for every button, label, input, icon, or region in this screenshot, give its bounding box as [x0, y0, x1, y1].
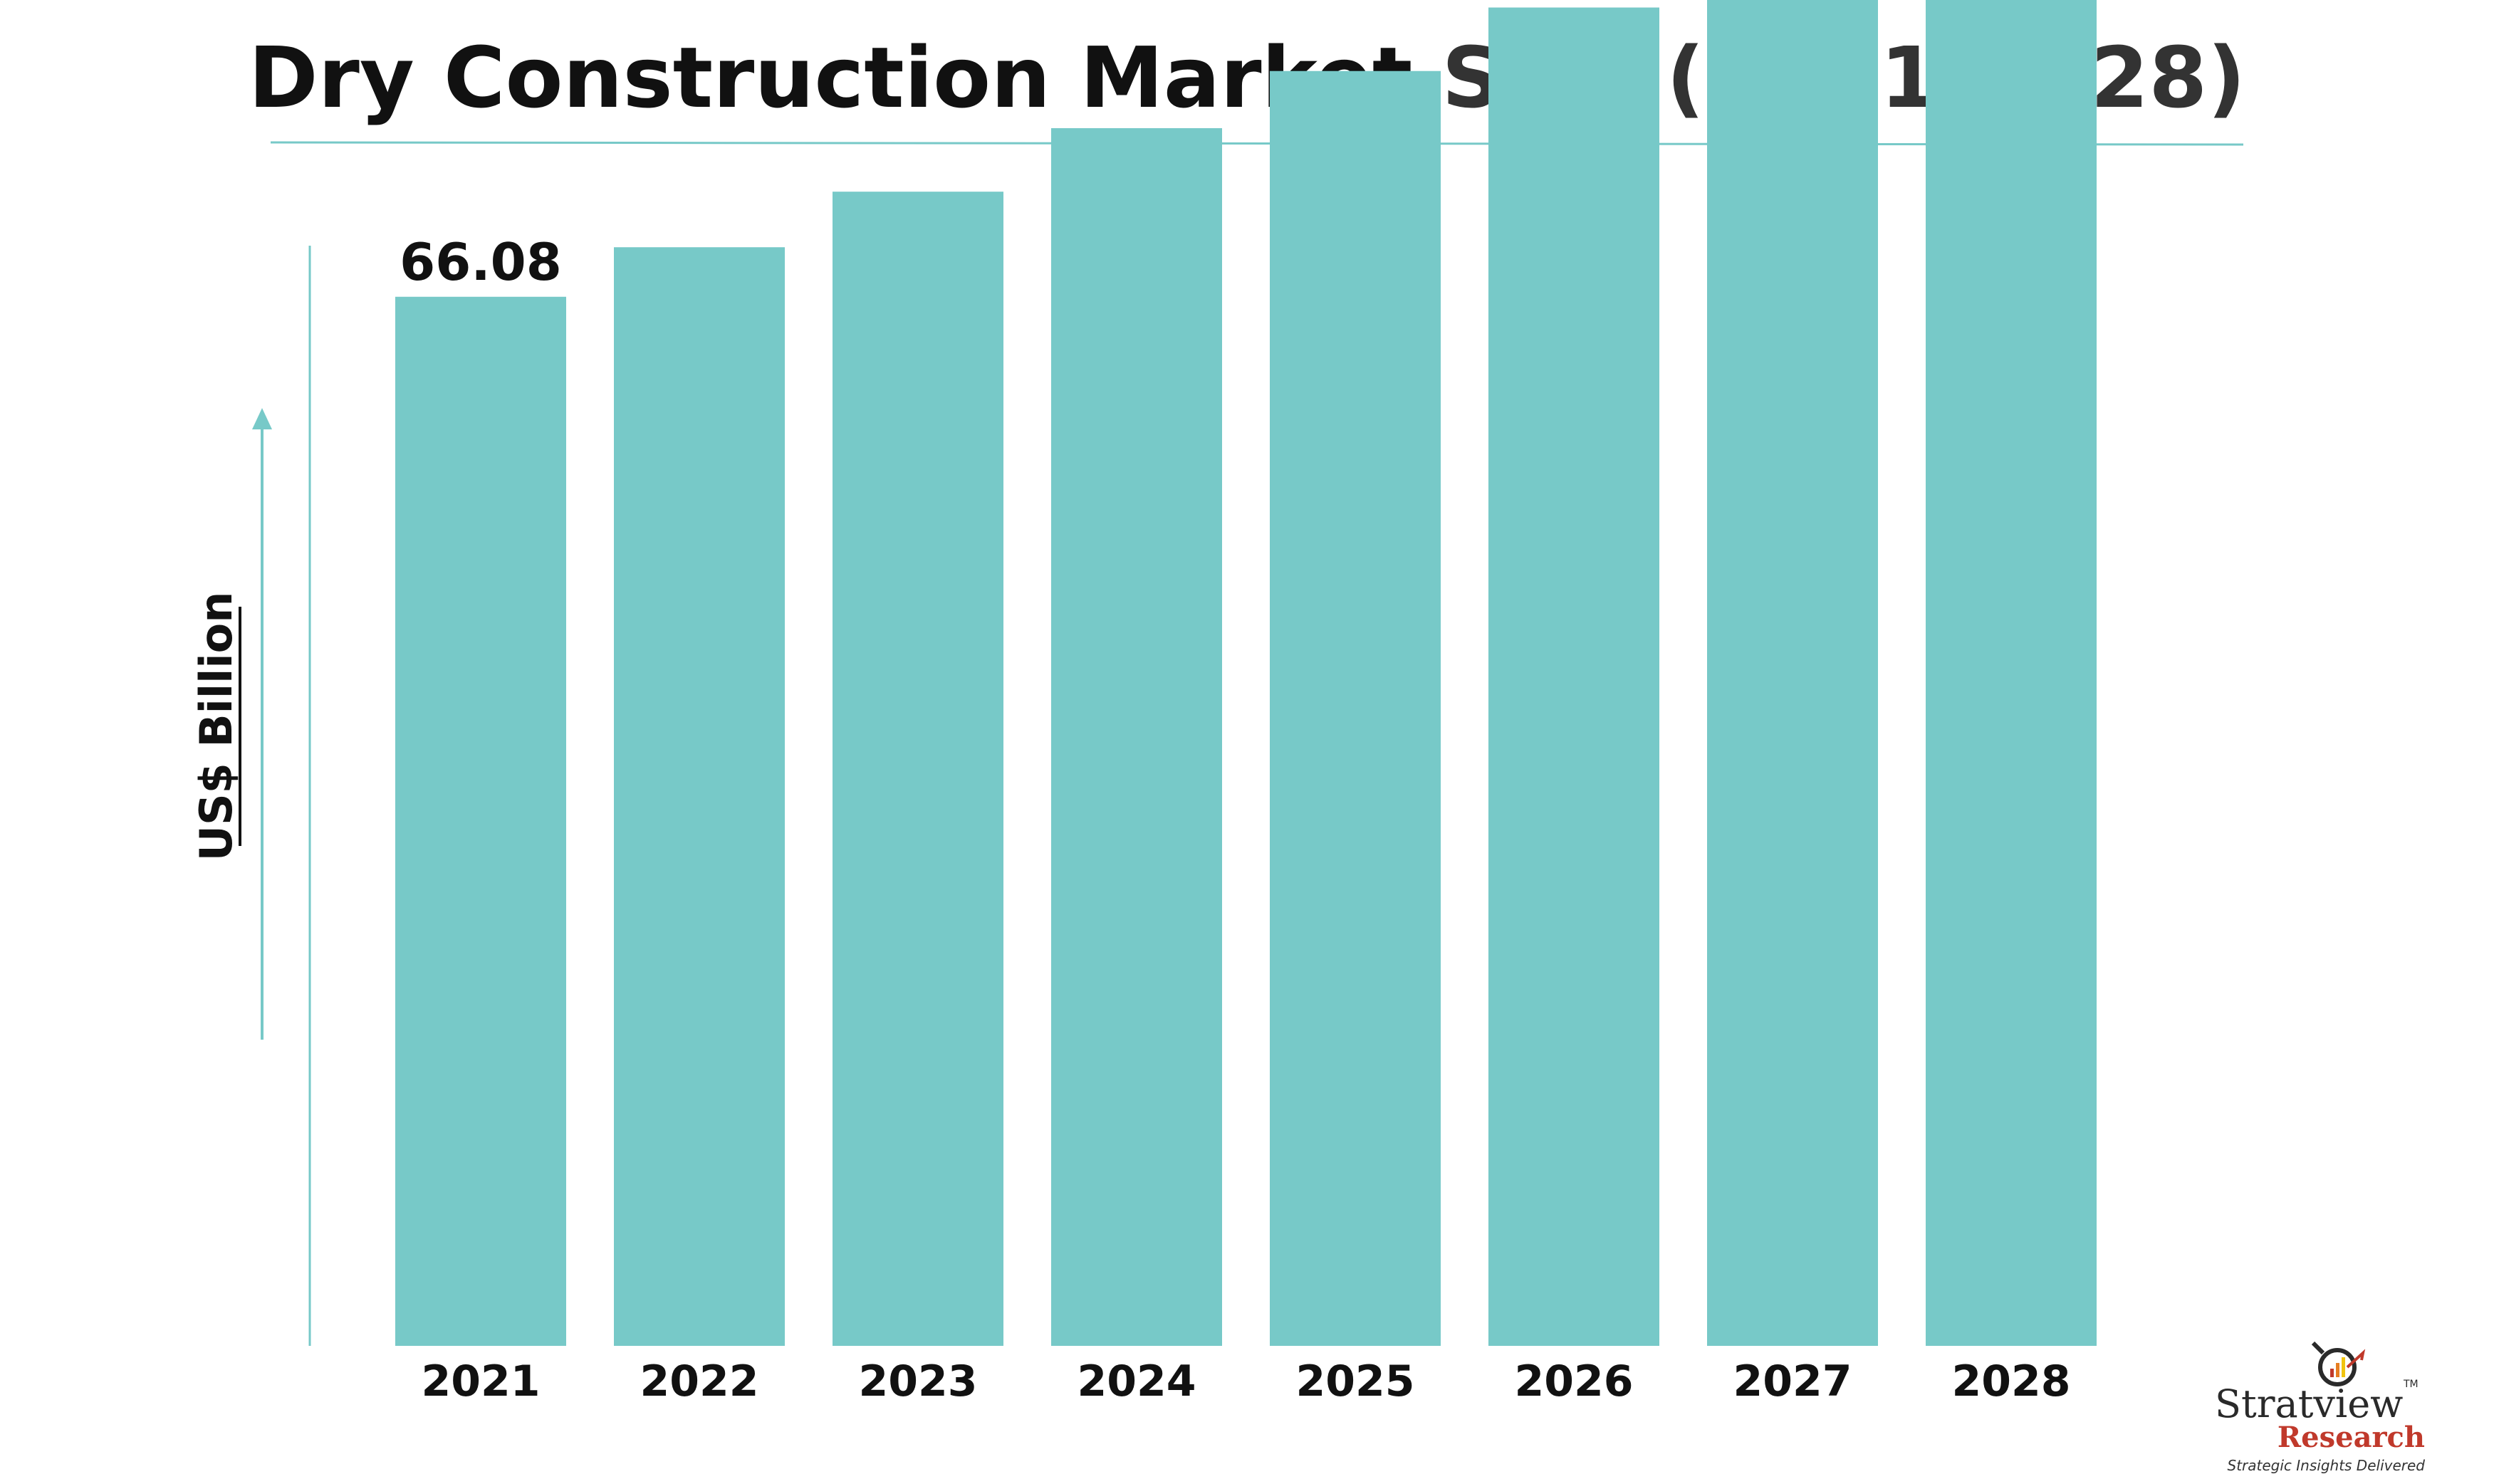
logo-tagline: Strategic Insights Delivered: [2228, 1457, 2426, 1474]
x-tick-label-2023: 2023: [859, 1357, 978, 1406]
logo-name-part2: iew: [2335, 1381, 2403, 1426]
bar-2025: [1270, 70, 1441, 1346]
bar-2027: [1707, 0, 1878, 1346]
x-tick-labels: 2021 2022 2023 2024 2025 2026 2027 2028: [422, 1357, 2071, 1406]
bar-2024: [1051, 127, 1222, 1347]
logo-magnifier-icon: [2311, 1341, 2366, 1386]
logo-subname: Research: [2278, 1421, 2425, 1454]
bar-2022: [614, 247, 785, 1346]
bar-2021: [395, 296, 566, 1346]
logo-name: Stratview: [2215, 1381, 2403, 1426]
x-tick-label-2028: 2028: [1952, 1357, 2071, 1406]
x-tick-label-2021: 2021: [422, 1357, 541, 1406]
x-tick-label-2025: 2025: [1296, 1357, 1415, 1406]
x-tick-label-2024: 2024: [1078, 1357, 1196, 1406]
y-axis-arrow-head-icon: [252, 408, 272, 429]
bar-2026: [1488, 7, 1659, 1346]
stratview-logo: Stratview TM Research Strategic Insights…: [2215, 1341, 2426, 1474]
chart-title-main: Dry Construction Market: [249, 28, 1442, 127]
data-labels: 66.0895: [400, 232, 562, 292]
logo-trademark: TM: [2403, 1379, 2419, 1390]
bar-2023: [833, 192, 1003, 1347]
data-label-2021: 66.08: [400, 232, 562, 292]
bar-2028: [1926, 0, 2097, 1346]
x-tick-label-2027: 2027: [1733, 1357, 1852, 1406]
title-underline: [270, 141, 2244, 146]
y-axis-label-group: US$ Billion: [190, 592, 242, 862]
y-axis-label: US$ Billion: [190, 592, 242, 862]
bars: [395, 0, 2097, 1347]
x-tick-label-2022: 2022: [640, 1357, 759, 1406]
logo-name-part1: Stratv: [2215, 1381, 2335, 1426]
x-tick-label-2026: 2026: [1515, 1357, 1634, 1406]
